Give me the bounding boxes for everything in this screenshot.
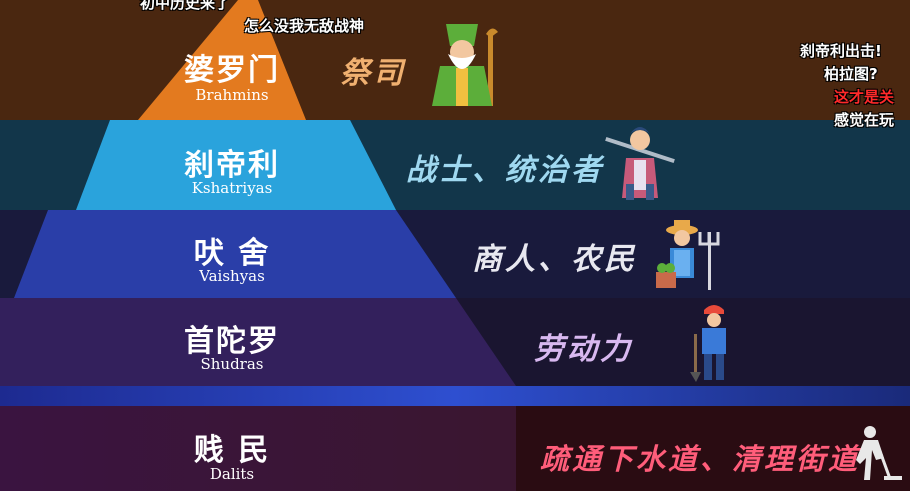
danmaku-comment-3: 刹帝利出击! [800,42,882,60]
role-brahmins: 祭司 [340,56,406,91]
pyramid-tier-kshatriyas [76,120,396,210]
danmaku-comment-6: 感觉在玩 [834,111,895,129]
divider-band [0,386,910,406]
danmaku-comment-5: 这才是关 [834,88,895,106]
danmaku-comment-1: 初中历史来了 [140,0,231,12]
tier-subtitle-dalits: Dalits [209,465,255,483]
danmaku-comment-2: 怎么没我无敌战神 [244,17,365,35]
priest-icon [432,24,498,106]
sweeper-icon [856,426,902,480]
role-dalits: 疏通下水道、清理街道 [540,442,861,476]
tier-title-brahmins: 婆罗门 [184,53,280,88]
tier-subtitle-brahmins: Brahmins [195,86,269,104]
tier-title-shudras: 首陀罗 [184,324,280,359]
band-dalits-right [516,406,910,491]
tier-title-kshatriyas: 刹帝利 [184,148,280,183]
tier-title-vaishyas: 吠 舍 [193,236,271,271]
worker-icon [690,305,726,382]
tier-subtitle-shudras: Shudras [200,355,264,373]
pyramid-tier-brahmins [138,0,306,120]
danmaku-comment-4: 柏拉图? [824,65,878,83]
farmer-icon [656,220,720,290]
role-shudras: 劳动力 [534,332,633,367]
pyramid-tier-shudras [0,298,516,386]
pyramid-tier-vaishyas [14,210,456,298]
role-vaishyas: 商人、农民 [472,242,637,277]
tier-subtitle-kshatriyas: Kshatriyas [191,179,273,197]
warrior-icon [605,127,675,200]
role-kshatriyas: 战士、统治者 [406,153,604,188]
tier-title-dalits: 贱 民 [193,433,271,468]
tier-subtitle-vaishyas: Vaishyas [199,267,265,285]
